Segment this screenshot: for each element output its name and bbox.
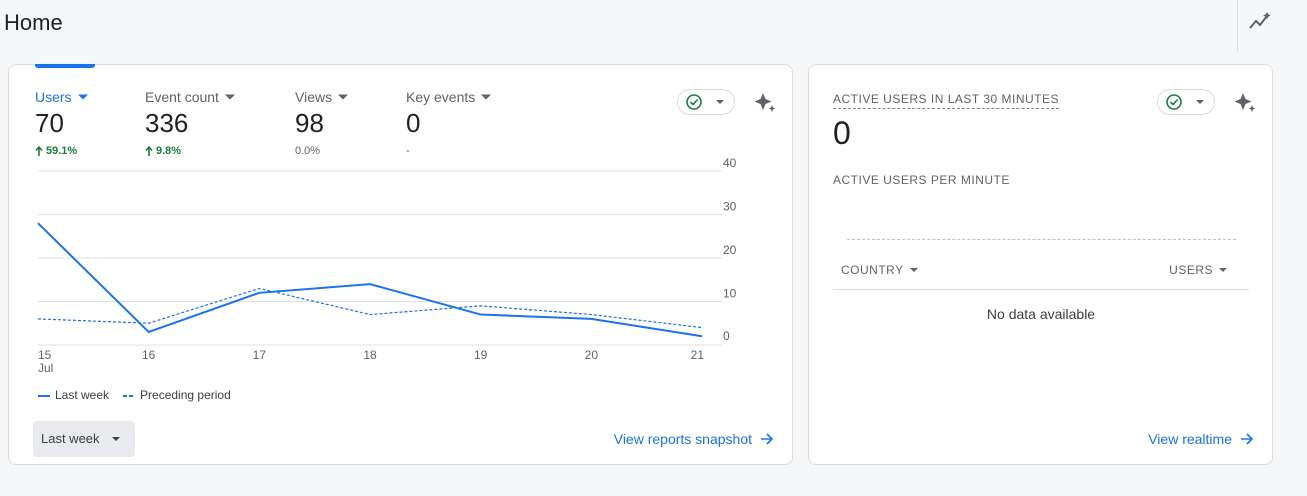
status-icon <box>686 94 724 110</box>
date-range-dropdown[interactable]: Last week <box>33 421 135 457</box>
insights-icon[interactable] <box>1248 10 1274 32</box>
header-text[interactable]: COUNTRY <box>841 263 904 277</box>
metric-label-text[interactable]: Event count <box>145 89 219 105</box>
metric-change: 9.8% <box>145 145 235 157</box>
caret <box>77 94 88 100</box>
metric-label[interactable]: Key events <box>406 89 492 105</box>
metric-value: 98 <box>295 108 324 138</box>
x-tick-label: 19 <box>474 348 488 362</box>
x-tick-label: 15 <box>38 348 52 362</box>
y-tick-label: 40 <box>723 156 737 170</box>
y-tick-label: 20 <box>723 243 737 257</box>
x-tick-label: 17 <box>253 348 267 362</box>
metric-label[interactable]: Event count <box>145 89 235 105</box>
y-tick-label: 30 <box>723 200 737 214</box>
series-line <box>37 222 703 338</box>
arrow-icon <box>761 433 774 445</box>
metric-value: 70 <box>35 108 64 138</box>
metric-value: 0 <box>406 108 421 138</box>
status-icon <box>1166 94 1204 110</box>
metric-label-text[interactable]: Views <box>295 89 333 105</box>
metric-label-text[interactable]: Users <box>35 89 72 105</box>
legend-label: Preceding period <box>140 388 231 402</box>
y-tick-label: 10 <box>723 287 737 301</box>
x-tick-label: 18 <box>363 348 377 362</box>
caret <box>112 437 120 441</box>
table-divider <box>833 289 1249 290</box>
metric-change-text: - <box>406 145 410 157</box>
metric-value: 336 <box>145 108 189 138</box>
realtime-card: ACTIVE USERS IN LAST 30 MINUTES 0 ACTIVE… <box>808 64 1273 465</box>
metric-change-text: 9.8% <box>156 145 182 157</box>
metric-tab[interactable]: Users 70 59.1% <box>35 89 88 157</box>
series-line <box>37 287 703 329</box>
snapshot-link[interactable]: View reports snapshot <box>614 431 774 447</box>
metric-label[interactable]: Users <box>35 89 88 105</box>
caret <box>481 94 492 100</box>
realtime-subtitle: ACTIVE USERS PER MINUTE <box>833 173 1010 187</box>
empty-message: No data available <box>986 306 1096 322</box>
page-title: Home <box>4 10 63 35</box>
link-text[interactable]: View realtime <box>1148 431 1232 447</box>
overview-card: Users 70 59.1% Event count 336 9.8% Views 98 0.0… <box>8 64 793 465</box>
realtime-value: 0 <box>833 115 851 151</box>
metric-label-text[interactable]: Key events <box>406 89 476 105</box>
empty-sparkline <box>847 239 1236 240</box>
caret <box>909 268 918 272</box>
date-range-label: Last week <box>41 431 100 446</box>
realtime-link[interactable]: View realtime <box>1148 431 1254 447</box>
x-tick-label: 16 <box>142 348 156 362</box>
metric-change-text: 0.0% <box>295 145 321 157</box>
x-sublabel: Jul <box>38 361 53 375</box>
metric-label[interactable]: Views <box>295 89 349 105</box>
metric-change: 59.1% <box>35 145 88 157</box>
country-header[interactable]: COUNTRY <box>841 263 918 277</box>
metric-change-text: 59.1% <box>46 145 78 157</box>
arrow-icon <box>1241 433 1254 445</box>
divider <box>1237 0 1238 52</box>
up-arrow <box>145 146 153 156</box>
caret <box>338 94 349 100</box>
metric-tab[interactable]: Views 98 0.0% <box>295 89 349 157</box>
x-tick-label: 20 <box>585 348 599 362</box>
metric-tab[interactable]: Event count 336 9.8% <box>145 89 235 157</box>
y-tick-label: 0 <box>723 329 730 343</box>
sparkle-icon[interactable] <box>753 91 777 115</box>
status-dropdown[interactable] <box>1157 89 1215 115</box>
status-dropdown[interactable] <box>677 89 735 115</box>
realtime-title[interactable]: ACTIVE USERS IN LAST 30 MINUTES <box>833 92 1059 109</box>
caret <box>1219 268 1227 272</box>
link-text[interactable]: View reports snapshot <box>613 431 752 447</box>
metric-tab[interactable]: Key events 0 - <box>406 89 492 157</box>
legend-label: Last week <box>55 388 110 402</box>
header-text[interactable]: USERS <box>1169 263 1213 277</box>
up-arrow <box>35 146 43 156</box>
x-tick-label: 21 <box>691 348 705 362</box>
metric-change: 0.0% <box>295 145 348 157</box>
users-header[interactable]: USERS <box>1169 263 1227 277</box>
metric-change: - <box>406 145 491 157</box>
sparkle-icon[interactable] <box>1233 91 1257 115</box>
caret <box>224 94 235 100</box>
active-tab-indicator <box>35 64 95 68</box>
